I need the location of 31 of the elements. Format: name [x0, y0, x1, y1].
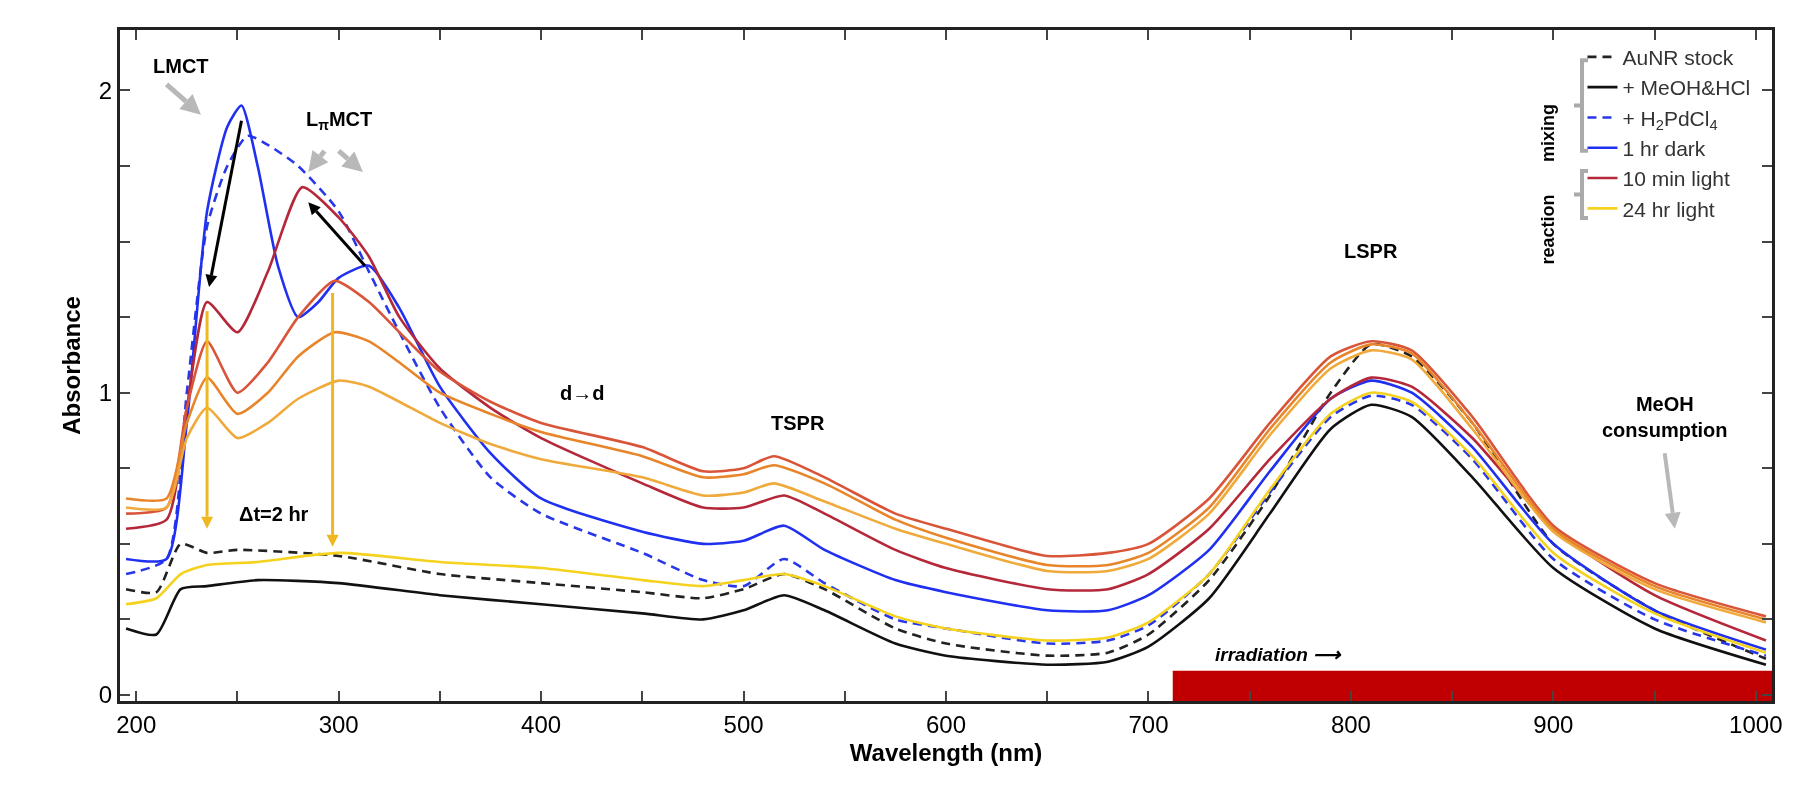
y-axis-title: Absorbance: [57, 296, 85, 435]
x-tick-label: 800: [1330, 710, 1371, 738]
annotation: reaction: [1538, 194, 1559, 265]
x-tick-label: 300: [318, 710, 359, 738]
y-tick-label: 1: [98, 379, 113, 407]
y-tick-label: 0: [98, 681, 113, 709]
y-tick-label: 2: [98, 76, 113, 104]
annotation: TSPR: [771, 412, 825, 434]
annotation: Δt=2 hr: [239, 503, 309, 525]
annotation: LMCT: [153, 55, 209, 77]
x-tick-label: 1000: [1729, 710, 1783, 738]
x-tick-label: 900: [1533, 710, 1574, 738]
legend-label: + MeOH&HCl: [1622, 76, 1751, 100]
legend-label: + H$_{2}$PdCl$_{4}$: [1622, 106, 1718, 134]
x-tick-label: 200: [116, 710, 157, 738]
legend-label: AuNR stock: [1622, 46, 1734, 70]
annotation: LSPR: [1344, 240, 1398, 262]
x-axis-title: Wavelength (nm): [849, 739, 1043, 767]
x-tick-label: 500: [723, 710, 764, 738]
x-tick-label: 700: [1128, 710, 1169, 738]
annotation: MeOH consumption: [1602, 393, 1728, 441]
legend-label: 24 hr light: [1622, 197, 1715, 221]
annotation: mixing: [1538, 104, 1559, 163]
legend-label: 10 min light: [1622, 167, 1731, 191]
annotation: L$_{π}$MCT: [306, 108, 373, 134]
x-tick-label: 400: [521, 710, 562, 738]
legend-label: 1 hr dark: [1622, 136, 1706, 160]
line-series: [124, 279, 1768, 618]
band-label: irradiation ⟶: [1215, 644, 1343, 665]
annotation: d→d: [560, 382, 605, 404]
x-tick-label: 600: [925, 710, 967, 738]
